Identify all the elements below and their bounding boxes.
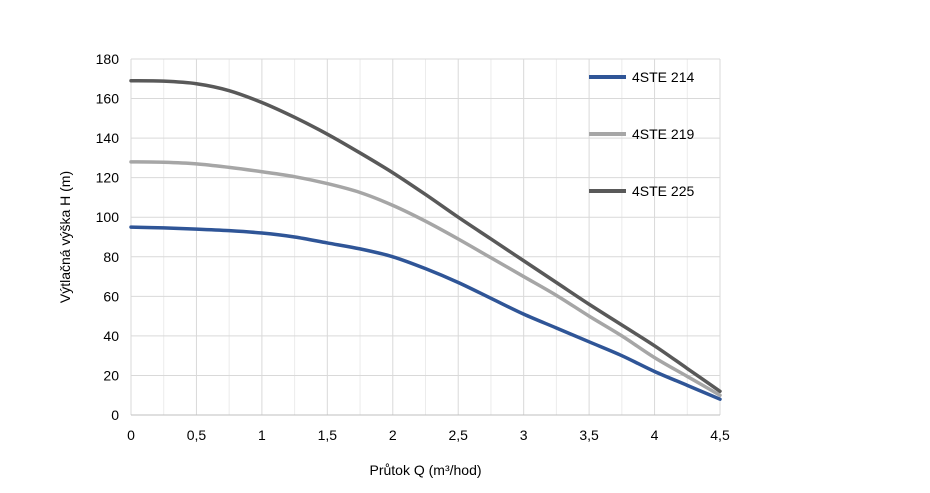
axes: 0 20 40 60 80 100 120 140 160 180 0 0,5 1 1,5 2 2,5 3 3,5… — [96, 51, 730, 443]
y-tick-label: 140 — [96, 130, 120, 146]
x-axis-title: Průtok Q (m³/hod) — [369, 462, 481, 478]
y-tick-label: 60 — [103, 288, 119, 304]
y-tick-label: 80 — [103, 249, 119, 265]
x-tick-label: 4,5 — [710, 427, 730, 443]
y-tick-label: 0 — [111, 407, 119, 423]
y-tick-label: 20 — [103, 367, 119, 383]
x-tick-label: 0,5 — [187, 427, 207, 443]
y-tick-label: 180 — [96, 51, 120, 67]
y-axis-title: Výtlačná výška H (m) — [57, 171, 73, 303]
legend: 4STE 214 4STE 219 4STE 225 — [589, 69, 694, 199]
x-tick-label: 3,5 — [579, 427, 599, 443]
x-tick-label: 1 — [258, 427, 266, 443]
y-tick-label: 40 — [103, 328, 119, 344]
series-line-1 — [129, 225, 722, 401]
x-tick-label: 1,5 — [318, 427, 338, 443]
y-tick-label: 100 — [96, 209, 120, 225]
series-line-2 — [129, 160, 722, 397]
x-tick-label: 3 — [520, 427, 528, 443]
y-tick-label: 120 — [96, 170, 120, 186]
legend-label: 4STE 214 — [632, 69, 694, 85]
y-tick-label: 160 — [96, 91, 120, 107]
series-line-3 — [129, 79, 722, 394]
x-tick-label: 2 — [389, 427, 397, 443]
x-tick-label: 0 — [127, 427, 135, 443]
x-tick-label: 2,5 — [448, 427, 468, 443]
x-tick-label: 4 — [651, 427, 659, 443]
legend-label: 4STE 225 — [632, 183, 694, 199]
series-lines — [129, 79, 722, 401]
legend-label: 4STE 219 — [632, 126, 694, 142]
